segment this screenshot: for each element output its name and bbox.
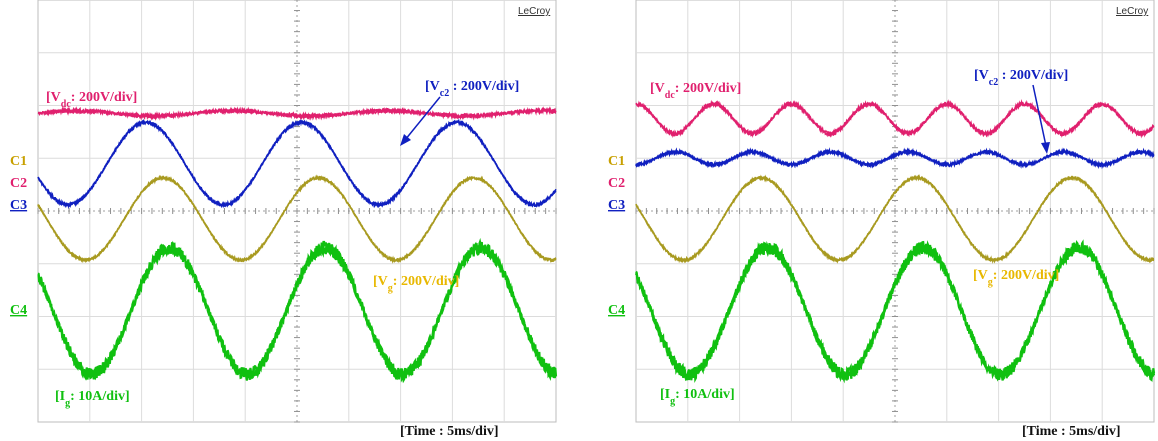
channel-label-c3: C3 [10, 198, 27, 213]
annotation-vdc: [Vdc: 200V/div] [46, 90, 137, 110]
annotation-ig: [Ig: 10A/div] [55, 389, 130, 409]
trace-c2-envelope [37, 106, 557, 121]
brand-label: LeCroy [1116, 6, 1148, 17]
brand-label: LeCroy [518, 6, 550, 17]
channel-label-c1: C1 [10, 154, 27, 169]
trace-c4-envelope [635, 239, 1156, 384]
channel-label-c4: C4 [608, 303, 625, 318]
trace-c1-envelope [37, 174, 557, 264]
channel-label-c4: C4 [10, 303, 27, 318]
annotation-vc2: [Vc2 : 200V/div] [425, 79, 519, 99]
annotation-arrow [1032, 84, 1050, 154]
scope-panel-right: LeCroy C1 C2 C3 C4 [Vdc: 200V/div] [Vc2 … [598, 0, 1158, 425]
annotation-ig: [Ig: 10A/div] [660, 387, 735, 407]
scope-screen-right: LeCroy C1 C2 C3 C4 [Vdc: 200V/div] [Vc2 … [608, 0, 1156, 423]
channel-label-c1: C1 [608, 154, 625, 169]
annotation-vg: [Vg: 200V/div] [973, 268, 1059, 288]
annotation-arrow [400, 96, 441, 146]
time-scale-label-right: [Time : 5ms/div] [1022, 424, 1121, 439]
channel-label-c3: C3 [608, 198, 625, 213]
time-scale-label-left: [Time : 5ms/div] [400, 424, 499, 439]
scope-screen-left: LeCroy C1 C2 C3 C4 [Vdc: 200V/div] [Vc2 … [10, 0, 558, 423]
trace-c1-envelope [635, 174, 1155, 264]
channel-label-c2: C2 [608, 176, 625, 191]
trace-c4-envelope [37, 237, 558, 383]
channel-label-c2: C2 [10, 176, 27, 191]
trace-c3-envelope [635, 147, 1155, 170]
annotation-vc2: [Vc2 : 200V/div] [974, 68, 1068, 88]
annotation-vdc: [Vdc: 200V/div] [650, 81, 741, 101]
annotation-vg: [Vg: 200V/div] [373, 274, 459, 294]
trace-c3-envelope [37, 118, 557, 210]
scope-panel-left: LeCroy C1 C2 C3 C4 [Vdc: 200V/div] [Vc2 … [0, 0, 560, 425]
trace-c2-envelope [635, 99, 1155, 138]
